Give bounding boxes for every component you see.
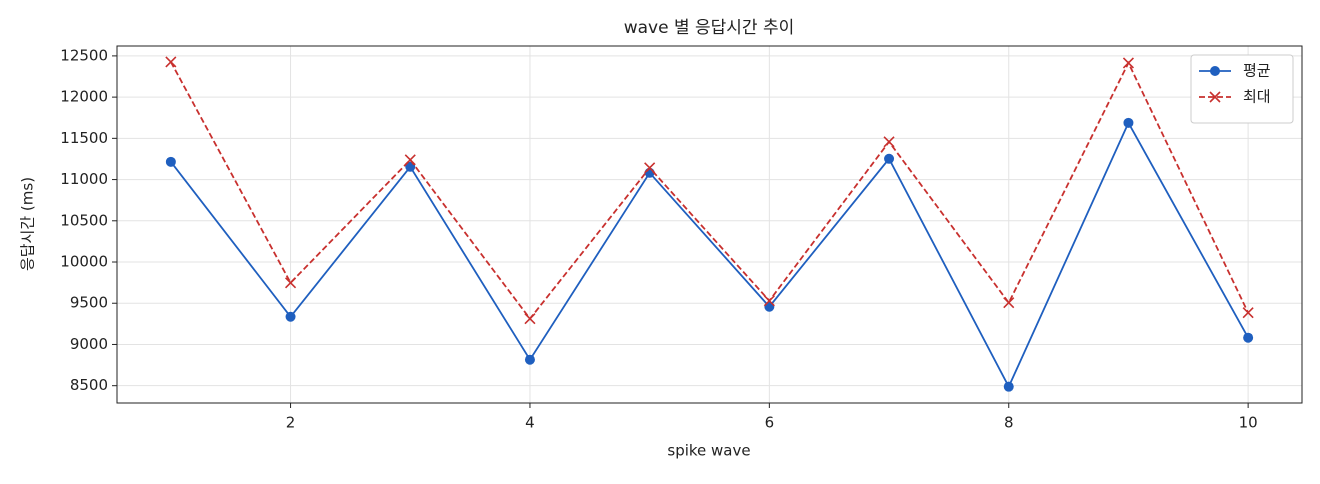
marker	[165, 156, 176, 167]
legend-frame	[1190, 54, 1294, 124]
legend-marker	[1209, 91, 1221, 103]
y-tick-label: 10500	[60, 211, 108, 229]
marker	[763, 295, 775, 307]
marker	[165, 56, 177, 68]
marker	[1003, 381, 1014, 392]
x-tick-label: 4	[525, 414, 535, 432]
y-tick-label: 11500	[60, 129, 108, 147]
y-tick-label: 9000	[70, 335, 108, 353]
y-tick-label: 11000	[60, 170, 108, 188]
x-tick-label: 6	[765, 414, 775, 432]
y-tick-label: 9500	[70, 294, 108, 312]
legend-marker	[1210, 66, 1220, 76]
marker	[524, 313, 536, 325]
x-tick-label: 2	[286, 414, 296, 432]
marker	[284, 277, 297, 289]
chart-title: wave 별 응답시간 추이	[624, 18, 795, 38]
marker	[404, 154, 416, 166]
legend-label: 최대	[1243, 88, 1271, 106]
legend-label: 평균	[1243, 62, 1271, 80]
marker	[884, 153, 895, 164]
marker	[1243, 332, 1254, 343]
x-tick-label: 8	[1004, 414, 1014, 432]
y-tick-label: 10000	[60, 253, 108, 271]
marker	[883, 136, 895, 148]
plot-frame	[116, 45, 1303, 404]
series-line	[170, 60, 1249, 321]
marker	[1003, 297, 1015, 309]
marker	[1242, 307, 1254, 319]
y-tick-label: 12500	[60, 46, 108, 64]
series-line	[170, 120, 1249, 389]
y-tick-label: 12000	[60, 88, 108, 106]
marker	[644, 162, 656, 174]
x-tick-label: 10	[1239, 414, 1258, 432]
marker	[1123, 117, 1134, 128]
marker	[524, 354, 535, 365]
marker	[1122, 57, 1135, 69]
x-axis-label: spike wave	[667, 442, 750, 460]
marker	[285, 311, 296, 322]
y-axis-label: 응답시간 (ms)	[19, 177, 37, 271]
y-tick-label: 8500	[70, 376, 108, 394]
